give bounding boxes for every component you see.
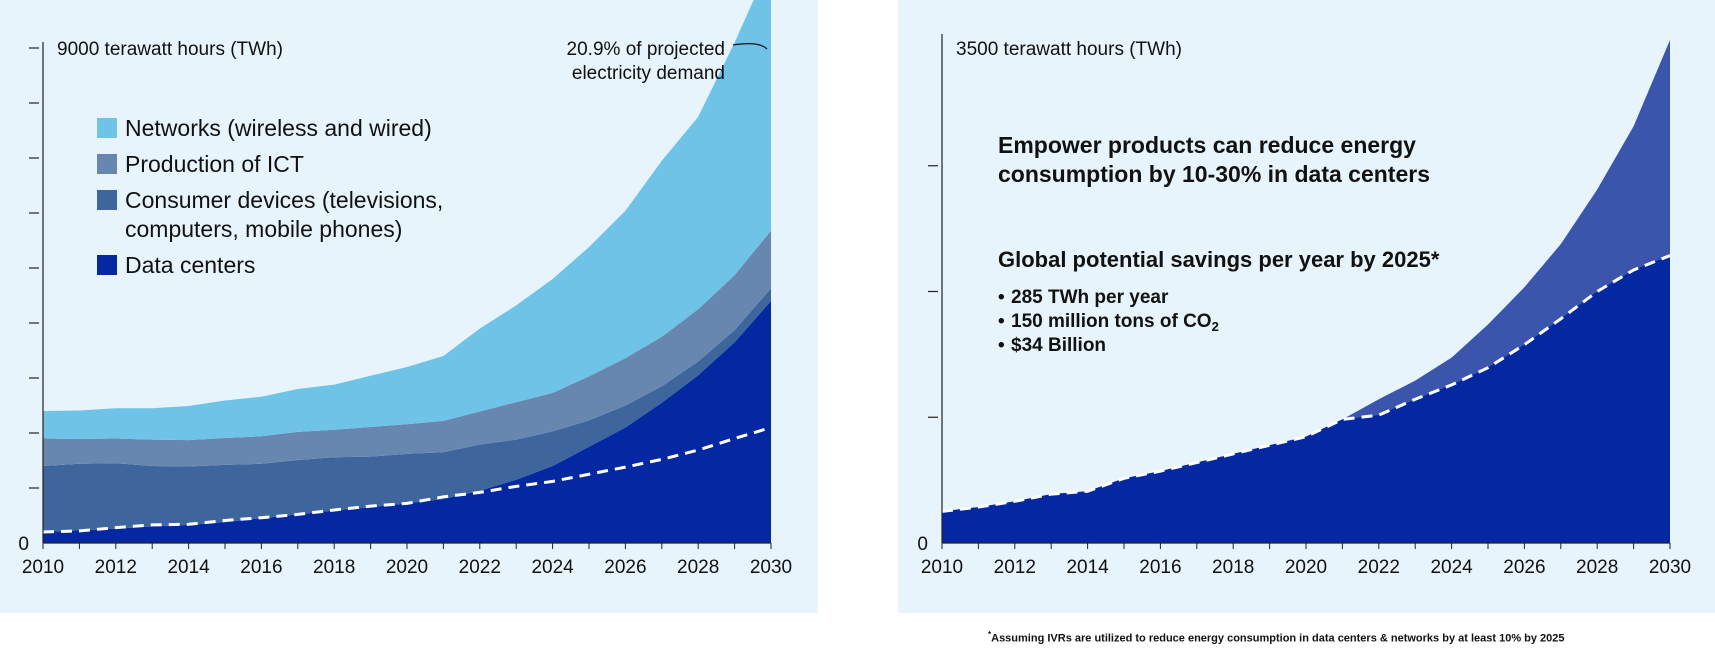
area-series-0 bbox=[43, 301, 771, 543]
area-series-1 bbox=[942, 255, 1670, 544]
footnote-text: Assuming IVRs are utilized to reduce ene… bbox=[991, 632, 1565, 645]
legend-label-2-0: Consumer devices (televisions, bbox=[125, 187, 443, 213]
headline-line-2: consumption by 10-30% in data centers bbox=[998, 161, 1430, 187]
area-series-2 bbox=[43, 230, 771, 467]
savings-item-2: $34 Billion bbox=[1011, 335, 1106, 356]
x-tick-label-2026: 2026 bbox=[1503, 557, 1545, 578]
x-tick-label-2028: 2028 bbox=[677, 557, 719, 578]
x-tick-label-2026: 2026 bbox=[604, 557, 646, 578]
x-tick-label-2024: 2024 bbox=[531, 557, 574, 578]
legend-label-2-1: computers, mobile phones) bbox=[125, 216, 402, 242]
x-tick-label-2014: 2014 bbox=[1066, 557, 1109, 578]
headline-line-1: Empower products can reduce energy bbox=[998, 132, 1416, 158]
x-tick-label-2030: 2030 bbox=[750, 557, 792, 578]
x-tick-label-2012: 2012 bbox=[95, 557, 137, 578]
legend-label-3-0: Data centers bbox=[125, 252, 255, 278]
annotation-leader-line bbox=[732, 43, 768, 50]
x-tick-label-2022: 2022 bbox=[1358, 557, 1400, 578]
x-tick-label-2024: 2024 bbox=[1430, 557, 1473, 578]
annotation-line-1: 20.9% of projected bbox=[567, 39, 725, 60]
savings-bullet-2: • bbox=[998, 335, 1005, 356]
y-axis-label: 3500 terawatt hours (TWh) bbox=[956, 39, 1182, 60]
legend-swatch-2 bbox=[97, 190, 117, 210]
area-series-1 bbox=[43, 288, 771, 532]
x-tick-label-2020: 2020 bbox=[386, 557, 428, 578]
co2-subscript: 2 bbox=[1212, 319, 1219, 334]
x-tick-label-2016: 2016 bbox=[1139, 557, 1181, 578]
dashed-projection-line bbox=[42, 426, 772, 534]
x-tick-label-2018: 2018 bbox=[1212, 557, 1254, 578]
legend-swatch-1 bbox=[97, 154, 117, 174]
x-tick-label-2010: 2010 bbox=[921, 557, 963, 578]
footnote: *Assuming IVRs are utilized to reduce en… bbox=[988, 630, 1565, 645]
y-axis-label: 9000 terawatt hours (TWh) bbox=[57, 39, 283, 60]
x-tick-label-2016: 2016 bbox=[240, 557, 282, 578]
x-tick-label-2022: 2022 bbox=[459, 557, 501, 578]
x-tick-label-2028: 2028 bbox=[1576, 557, 1618, 578]
savings-item-1: 150 million tons of CO2 bbox=[1011, 311, 1219, 334]
x-tick-label-2020: 2020 bbox=[1285, 557, 1327, 578]
area-series-3 bbox=[43, 0, 771, 441]
legend-swatch-0 bbox=[97, 118, 117, 138]
legend-label-0-0: Networks (wireless and wired) bbox=[125, 115, 432, 141]
savings-bullet-0: • bbox=[998, 287, 1005, 308]
legend-swatch-3 bbox=[97, 255, 117, 275]
y-zero-label: 0 bbox=[917, 534, 928, 555]
savings-bullet-1: • bbox=[998, 311, 1005, 332]
legend-label-1-0: Production of ICT bbox=[125, 151, 304, 177]
x-tick-label-2018: 2018 bbox=[313, 557, 355, 578]
x-tick-label-2010: 2010 bbox=[22, 557, 64, 578]
annotation-line-2: electricity demand bbox=[572, 63, 725, 84]
y-zero-label: 0 bbox=[18, 534, 29, 555]
savings-title: Global potential savings per year by 202… bbox=[998, 247, 1440, 272]
x-tick-label-2030: 2030 bbox=[1649, 557, 1691, 578]
x-tick-label-2012: 2012 bbox=[994, 557, 1036, 578]
x-tick-label-2014: 2014 bbox=[167, 557, 210, 578]
footnote-marker: * bbox=[988, 630, 992, 639]
savings-item-0: 285 TWh per year bbox=[1011, 287, 1169, 308]
